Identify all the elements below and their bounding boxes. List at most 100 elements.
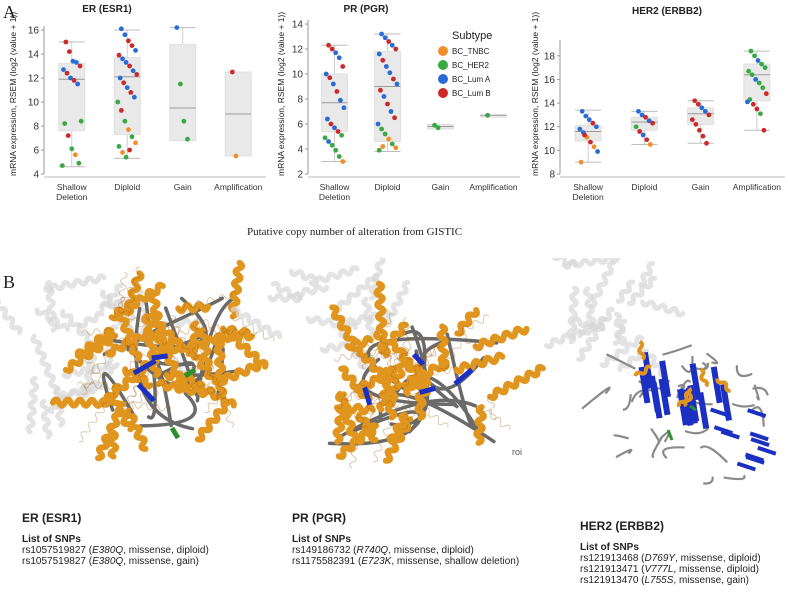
data-point [177, 81, 183, 87]
x-category-label: Shallow [57, 182, 88, 192]
helix [382, 416, 414, 464]
background-helix [270, 280, 303, 301]
data-point [376, 51, 382, 57]
background-helix [639, 299, 686, 318]
data-point [378, 87, 383, 93]
background-helix [39, 398, 53, 440]
data-point [590, 120, 596, 126]
data-point [375, 121, 381, 127]
data-point [382, 35, 388, 41]
snp-entry: rs121913470 (L755S, missense, gain) [580, 575, 750, 586]
coil [615, 448, 633, 459]
coil [581, 386, 611, 410]
data-point [759, 61, 765, 67]
data-point [133, 140, 138, 146]
coil [662, 344, 693, 356]
data-point [760, 85, 766, 91]
helix-shade [368, 398, 399, 409]
beta-sheet [418, 385, 436, 395]
snp-list-heading: List of SNPs [292, 534, 351, 545]
beta-sheet [720, 429, 740, 440]
beta-sheet [151, 353, 168, 361]
x-category-label: Gain [174, 182, 192, 192]
data-point [593, 124, 599, 130]
snp-block-pr: PR (PGR) List of SNPs rs149186732 (R740Q… [292, 511, 519, 567]
data-point [117, 75, 123, 81]
helix-shade [177, 291, 237, 312]
background-helix [294, 284, 330, 298]
data-point [340, 159, 346, 164]
panel-b-label: B [3, 272, 16, 292]
data-point [326, 139, 331, 144]
data-point [636, 108, 641, 114]
legend-label: BC_Lum B [452, 88, 491, 98]
helix [373, 329, 391, 358]
data-point [126, 127, 131, 132]
background-helix [77, 310, 105, 329]
helix-shade [418, 404, 449, 428]
helix-shade [487, 396, 497, 421]
data-point [127, 147, 133, 153]
x-category-label: Amplification [469, 182, 517, 192]
legend-item-luma: BC_Lum A [438, 74, 492, 84]
data-point [485, 112, 490, 118]
data-point [595, 149, 600, 154]
x-category-label: Deletion [56, 192, 87, 202]
snp-entry: rs1057519827 (E380Q, missense, diploid) [22, 545, 209, 556]
stray-label: roi [512, 447, 523, 457]
beta-sheet [710, 366, 723, 404]
helix-shade [78, 402, 108, 443]
data-point [381, 94, 387, 99]
data-point [578, 159, 584, 165]
x-category-label: Deletion [573, 192, 604, 202]
data-point [65, 133, 71, 139]
background-helix [267, 292, 303, 304]
beta-sheet [677, 388, 689, 426]
x-category-label: Amplification [214, 182, 262, 192]
data-point [697, 127, 702, 133]
helix-shade [457, 314, 490, 336]
data-point [582, 132, 587, 138]
coil [680, 355, 694, 374]
legend-swatch [438, 46, 448, 56]
helix [62, 331, 119, 374]
helix [329, 304, 364, 358]
data-point [322, 135, 328, 141]
data-point [432, 122, 437, 128]
data-point [385, 101, 390, 107]
background-helix [99, 283, 124, 312]
background-helix [44, 279, 58, 333]
data-point [74, 60, 79, 65]
background-helix [383, 279, 411, 328]
mutation-site [183, 367, 197, 379]
coil [622, 394, 632, 411]
helix-shade [81, 327, 112, 336]
helix-shade [76, 381, 120, 390]
data-point [387, 70, 393, 76]
data-point [752, 53, 757, 59]
background-helix [368, 258, 386, 301]
data-point [633, 124, 639, 130]
x-category-label: Amplification [733, 182, 781, 192]
helix-shade [373, 416, 392, 463]
data-point [328, 121, 334, 127]
data-point [391, 76, 396, 82]
y-tick-label: 8 [297, 95, 303, 106]
snp-entry: rs149186732 (R740Q, missense, diploid) [292, 545, 474, 556]
background-helix [0, 298, 23, 335]
helix [676, 390, 690, 408]
coil [753, 384, 760, 401]
data-point [77, 63, 83, 69]
background-helix [42, 273, 107, 294]
data-point [121, 80, 127, 86]
mutation-site [169, 426, 181, 440]
beta-sheet [641, 351, 654, 389]
structure-title-her2: HER2 (ERBB2) [580, 519, 665, 533]
data-point [693, 121, 699, 127]
data-point [233, 153, 239, 159]
helix [633, 364, 652, 377]
beta-sheet [648, 375, 661, 413]
data-point [583, 113, 589, 119]
x-category-label: Diploid [631, 182, 657, 192]
